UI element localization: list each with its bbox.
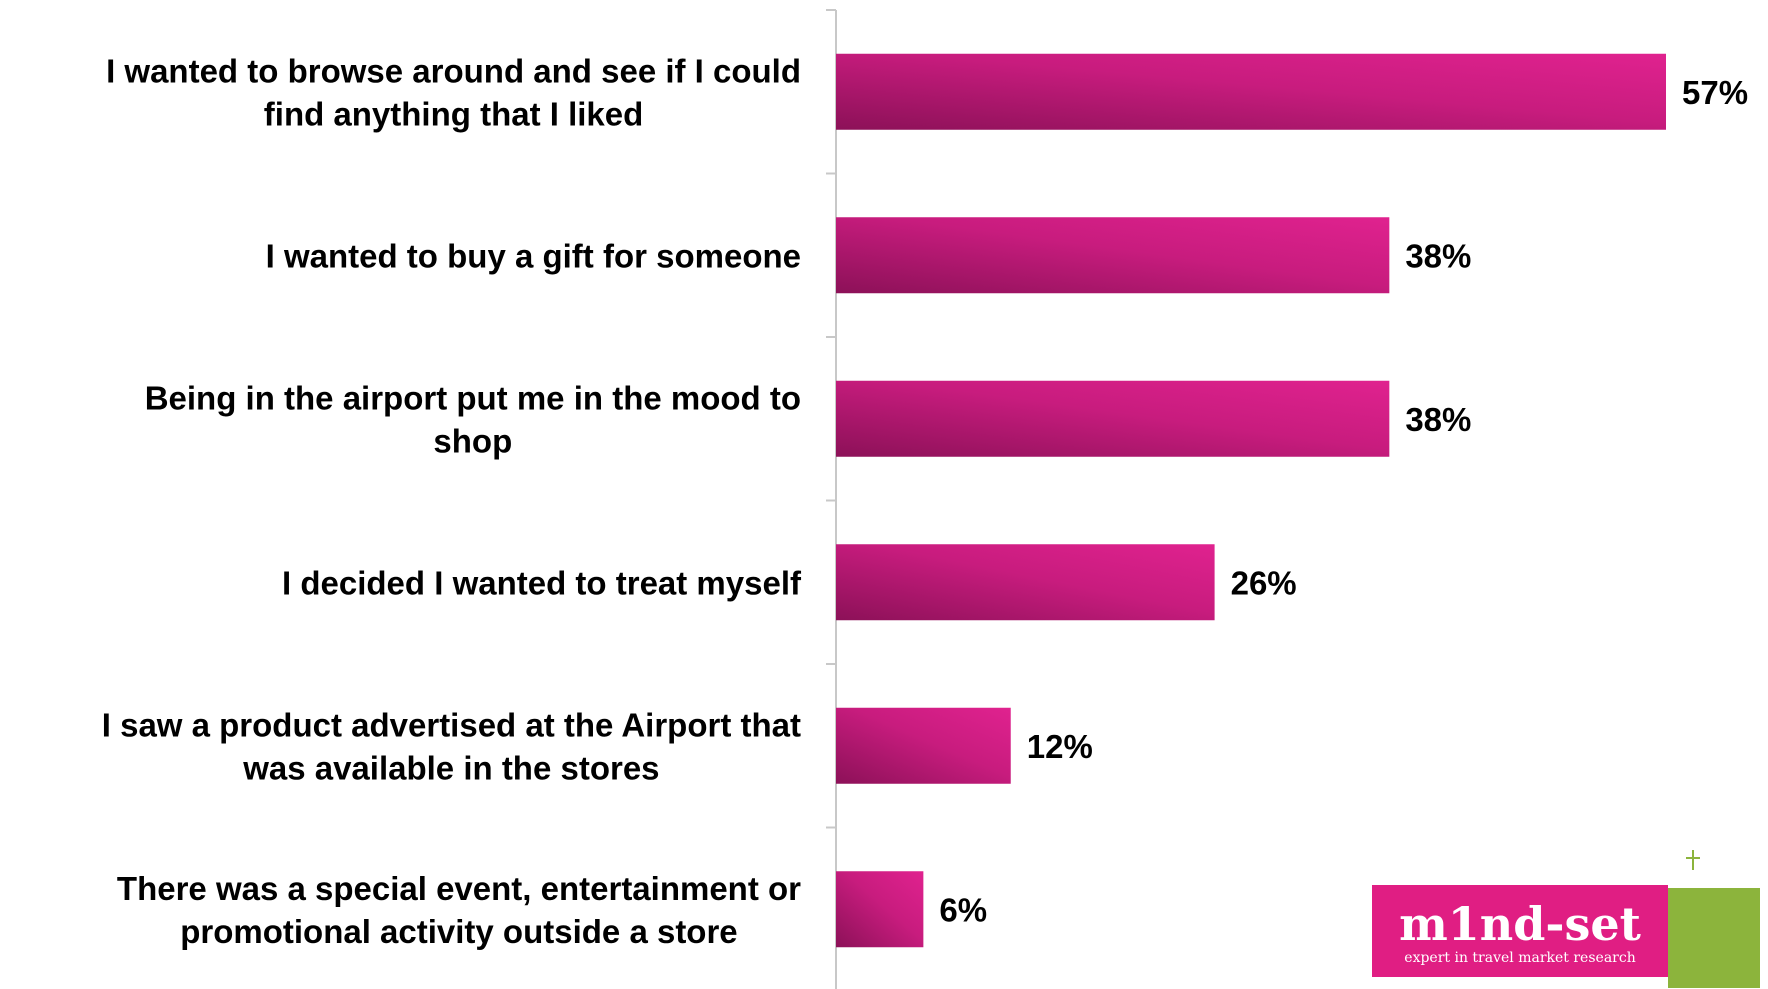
bar — [836, 544, 1215, 621]
value-label: 12% — [1027, 728, 1093, 765]
category-label: was available in the stores — [242, 749, 659, 786]
axis-ticks — [826, 9, 836, 829]
bar — [836, 707, 1011, 784]
value-labels: 57% 38% 38% 26% 12% 6% — [939, 74, 1748, 929]
value-label: 38% — [1405, 401, 1471, 438]
category-label: I decided I wanted to treat myself — [282, 564, 802, 601]
logo-tagline: expert in travel market research — [1404, 950, 1635, 966]
category-label: I wanted to browse around and see if I c… — [106, 52, 801, 89]
value-label: 6% — [939, 891, 987, 928]
bars-group — [836, 53, 1666, 948]
value-label: 38% — [1405, 237, 1471, 274]
logo-green-block — [1668, 888, 1760, 988]
category-label: find anything that I liked — [264, 95, 644, 132]
mindset-logo: m1nd-set expert in travel market researc… — [1372, 850, 1760, 988]
logo-pink-block — [1372, 885, 1668, 977]
category-label: promotional activity outside a store — [180, 913, 737, 950]
category-label: There was a special event, entertainment… — [117, 870, 801, 907]
bar — [836, 380, 1390, 457]
bar — [836, 53, 1666, 130]
category-label: shop — [433, 422, 512, 459]
value-label: 26% — [1231, 564, 1297, 601]
category-labels: I wanted to browse around and see if I c… — [102, 52, 802, 950]
category-label: I wanted to buy a gift for someone — [266, 237, 801, 274]
category-label: Being in the airport put me in the mood … — [145, 379, 801, 416]
category-label: I saw a product advertised at the Airpor… — [102, 706, 801, 743]
value-label: 57% — [1682, 74, 1748, 111]
bar — [836, 871, 924, 948]
bar — [836, 217, 1390, 294]
logo-wordmark: m1nd-set — [1399, 897, 1642, 951]
